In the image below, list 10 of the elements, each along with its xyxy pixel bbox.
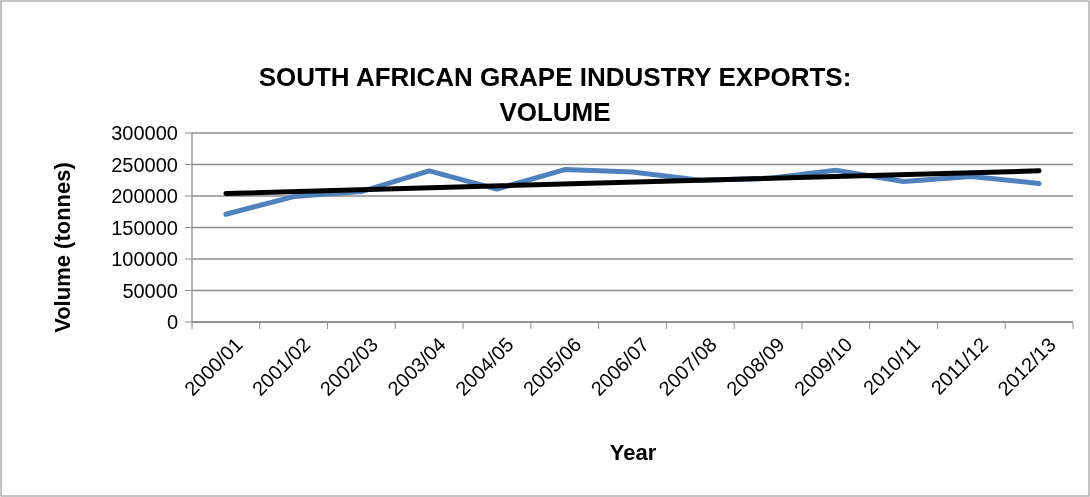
y-tick-label: 0 — [166, 311, 178, 333]
y-tick-label: 250000 — [111, 153, 178, 176]
y-axis-title: Volume (tonnes) — [50, 162, 75, 333]
y-tick-label: 100000 — [111, 248, 178, 270]
y-tick-label: 50000 — [122, 279, 178, 302]
y-tick-label: 200000 — [111, 185, 178, 207]
chart-title: SOUTH AFRICAN GRAPE INDUSTRY EXPORTS: VOLUME — [258, 62, 852, 127]
x-axis-title: Year — [609, 440, 657, 465]
y-tick-label: 300000 — [111, 122, 178, 144]
y-tick-label: 150000 — [111, 216, 178, 239]
